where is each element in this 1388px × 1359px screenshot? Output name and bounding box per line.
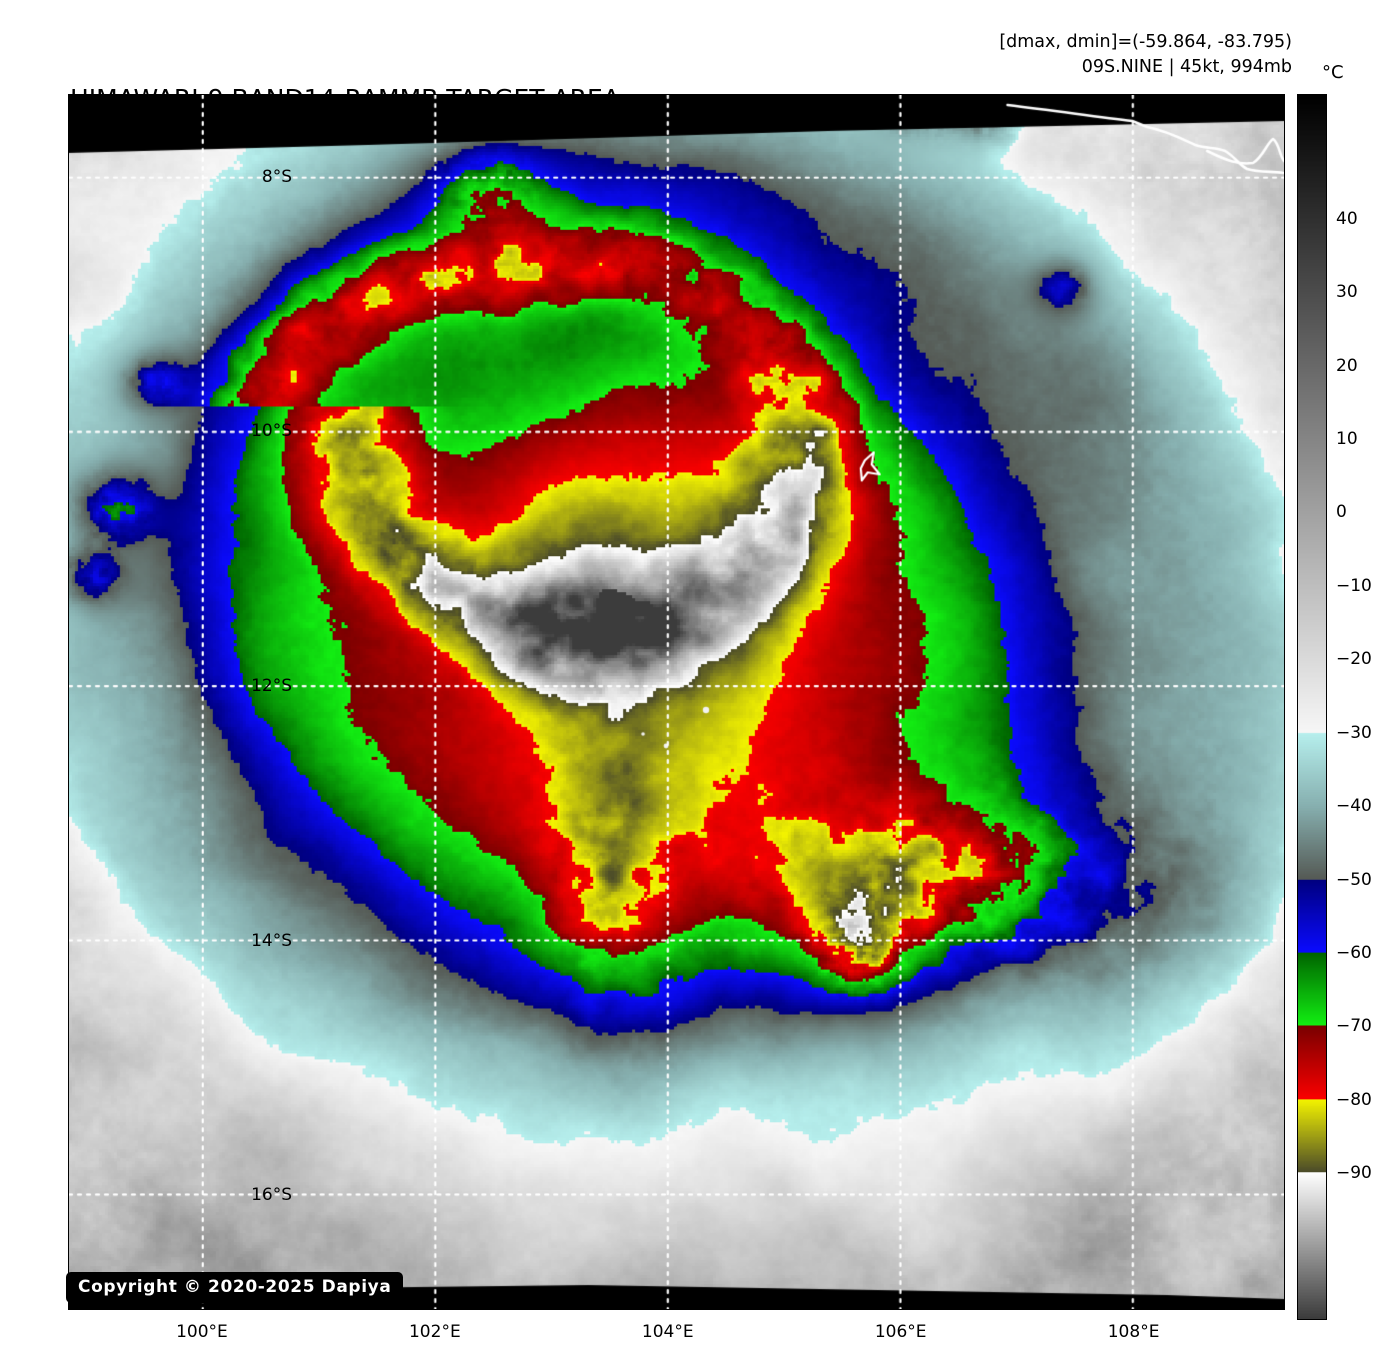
colorbar-tick-9: −50 xyxy=(1336,869,1372,890)
metadata-block: [dmax, dmin]=(-59.864, -83.795) 09S.NINE… xyxy=(999,30,1292,80)
dmax-dmin-text: [dmax, dmin]=(-59.864, -83.795) xyxy=(999,32,1292,52)
satellite-image-panel[interactable] xyxy=(68,94,1285,1310)
colorbar-tick-7: −30 xyxy=(1336,722,1372,743)
lon-tick-label-2: 104°E xyxy=(641,1322,694,1342)
colorbar-tick-11: −70 xyxy=(1336,1016,1372,1037)
lon-tick-label-1: 102°E xyxy=(408,1322,461,1342)
colorbar-tick-0: 40 xyxy=(1336,208,1358,229)
colorbar-tick-5: −10 xyxy=(1336,575,1372,596)
colorbar-tick-10: −60 xyxy=(1336,942,1372,963)
lat-tick-label-4: 16°S xyxy=(251,1185,292,1206)
lat-tick-label-0: 8°S xyxy=(261,166,292,187)
colorbar-tick-4: 0 xyxy=(1336,502,1347,523)
lon-tick-label-4: 108°E xyxy=(1107,1322,1160,1342)
lon-tick-label-0: 100°E xyxy=(176,1322,228,1342)
colorbar-tick-12: −80 xyxy=(1336,1089,1372,1110)
copyright-watermark: Copyright © 2020-2025 Dapiya xyxy=(66,1272,404,1303)
colorbar-tick-6: −20 xyxy=(1336,649,1372,670)
colorbar-tick-13: −90 xyxy=(1336,1163,1372,1184)
colorbar-tick-8: −40 xyxy=(1336,796,1372,817)
colorbar-tick-1: 30 xyxy=(1336,282,1358,303)
colorbar-unit-label: °C xyxy=(1322,62,1344,83)
infrared-satellite-imagery xyxy=(69,95,1284,1309)
colorbar-gradient xyxy=(1297,94,1327,1320)
storm-id-intensity-text: 09S.NINE | 45kt, 994mb xyxy=(1081,56,1292,77)
lat-tick-label-2: 12°S xyxy=(251,676,292,697)
lon-tick-label-3: 106°E xyxy=(874,1322,927,1342)
temperature-colorbar[interactable] xyxy=(1297,94,1327,1320)
colorbar-tick-3: 10 xyxy=(1336,429,1358,450)
lat-tick-label-3: 14°S xyxy=(251,930,292,951)
lat-tick-label-1: 10°S xyxy=(251,421,292,442)
colorbar-tick-2: 20 xyxy=(1336,355,1358,376)
